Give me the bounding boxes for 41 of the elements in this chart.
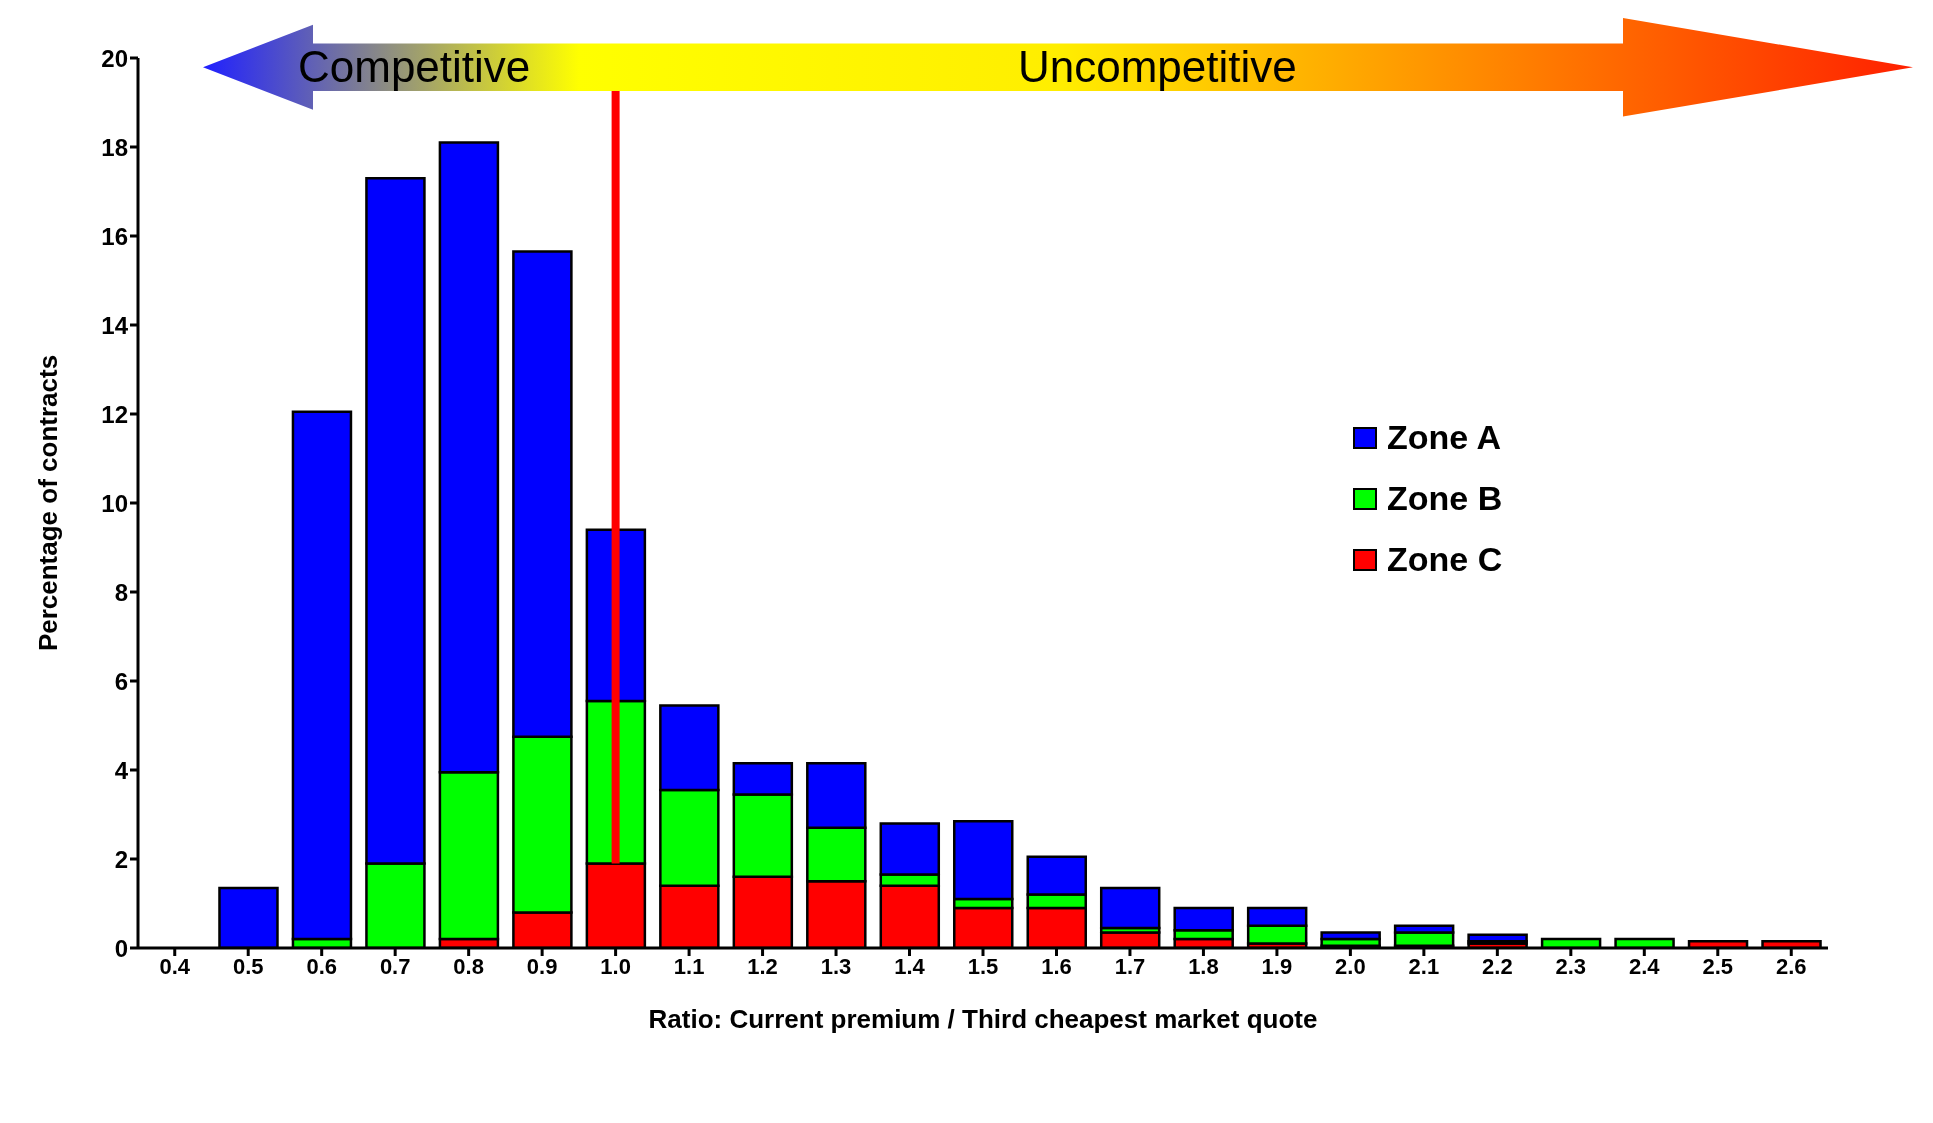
annotation: Uncompetitive [1018,42,1297,91]
x-tick-label: 2.6 [1775,953,1807,979]
x-tick-label: 0.7 [379,953,411,979]
y-tick-label: 12 [101,400,128,428]
y-tick-label: 6 [114,667,128,695]
y-axis-title: Percentage of contracts [33,354,64,652]
x-tick-label: 1.2 [747,953,778,979]
x-tick-label: 1.0 [600,953,631,979]
y-tick-label: 8 [114,578,128,606]
legend-label: Zone C [1387,540,1503,579]
x-tick-label: 0.4 [159,953,191,979]
x-axis-title: Ratio: Current premium / Third cheapest market quote [648,1004,1318,1034]
x-tick-label: 1.5 [967,953,999,979]
legend-label: Zone B [1387,479,1503,518]
x-tick-label: 1.6 [1041,953,1072,979]
x-tick-label: 1.9 [1261,953,1293,979]
x-tick-label: 2.2 [1482,953,1513,979]
y-tick-label: 10 [101,489,128,517]
x-tick-label: 1.1 [673,953,705,979]
x-tick-label: 2.3 [1555,953,1587,979]
x-tick-label: 0.5 [232,953,264,979]
y-tick-label: 2 [114,845,128,873]
x-tick-label: 1.8 [1188,953,1219,979]
y-tick-label: 0 [114,934,128,962]
y-tick-label: 18 [101,133,128,161]
y-tick-label: 16 [101,222,128,250]
x-tick-label: 1.4 [894,953,926,979]
x-tick-label: 2.0 [1335,953,1366,979]
legend-label: Zone A [1387,418,1501,457]
x-tick-label: 0.9 [526,953,558,979]
x-tick-label: 1.7 [1114,953,1146,979]
y-tick-label: 20 [101,44,128,72]
x-tick-label: 2.5 [1702,953,1734,979]
x-tick-label: 1.3 [820,953,852,979]
y-tick-label: 4 [114,756,129,784]
y-tick-label: 14 [101,311,129,339]
x-tick-label: 0.6 [306,953,337,979]
x-tick-label: 0.8 [453,953,484,979]
x-tick-label: 2.4 [1629,953,1661,979]
annotation: Competitive [298,42,531,91]
x-tick-label: 2.1 [1408,953,1440,979]
